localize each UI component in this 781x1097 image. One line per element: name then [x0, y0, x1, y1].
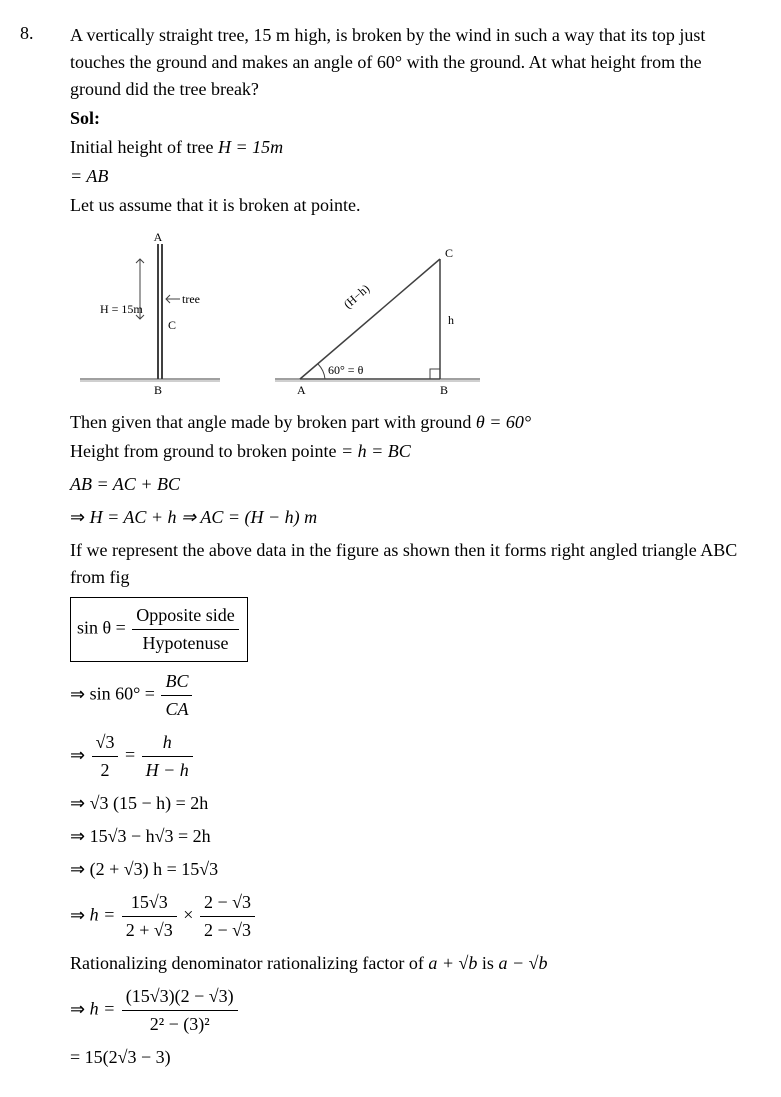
numerator: √3 [92, 729, 119, 757]
line-step3: (2 + √3) h = 15√3 [70, 856, 751, 883]
line-ab: = AB [70, 163, 751, 190]
line-ab-sum: AB = AC + BC [70, 471, 751, 498]
math: √3 (15 − h) = 2h [90, 793, 209, 813]
math: = h = BC [341, 441, 411, 461]
denominator: 2² − (3)² [122, 1011, 238, 1038]
denominator: Hypotenuse [132, 630, 239, 657]
math: = 15(2√3 − 3) [70, 1047, 171, 1067]
fraction: BC CA [161, 668, 192, 723]
line-represent: If we represent the above data in the fi… [70, 537, 751, 591]
math: 15√3 − h√3 = 2h [90, 826, 211, 846]
lhs-frac: √3 2 [92, 729, 119, 784]
line-assume: Let us assume that it is broken at point… [70, 192, 751, 219]
boxed-formula: sin θ = Opposite side Hypotenuse [70, 597, 751, 662]
mid: is [482, 953, 499, 973]
question-row: 8. A vertically straight tree, 15 m high… [20, 20, 751, 1077]
line-theta: Then given that angle made by broken par… [70, 409, 751, 436]
frac2: 2 − √3 2 − √3 [200, 889, 255, 944]
label-A: A [297, 383, 306, 397]
lhs: sin 60° = [90, 684, 155, 704]
math: θ = 60° [476, 412, 531, 432]
line-rationalizing-note: Rationalizing denominator rationalizing … [70, 950, 751, 977]
text: Then given that angle made by broken par… [70, 412, 476, 432]
label-H: H = 15m [100, 302, 143, 316]
eq: = [125, 745, 135, 765]
numerator: h [163, 732, 172, 752]
denominator: 2 − √3 [200, 917, 255, 944]
label-C: C [168, 318, 176, 332]
label-h: h [448, 313, 454, 327]
label-tree: tree [182, 292, 200, 306]
math: = AB [70, 166, 108, 186]
fraction: Opposite side Hypotenuse [132, 602, 239, 657]
lhs: h = [90, 905, 116, 925]
line-h-ac: H = AC + h ⇒ AC = (H − h) m [70, 504, 751, 531]
frac1: 15√3 2 + √3 [122, 889, 177, 944]
denominator: 2 + √3 [122, 917, 177, 944]
question-text: A vertically straight tree, 15 m high, i… [70, 22, 751, 103]
figure-triangle-icon: A B C (H−h) h 60° = θ [270, 229, 490, 399]
text: Initial height of tree [70, 137, 218, 157]
line-step1: √3 (15 − h) = 2h [70, 790, 751, 817]
numerator: (15√3)(2 − √3) [122, 983, 238, 1011]
text: Height from ground to broken pointe [70, 441, 341, 461]
content-column: A vertically straight tree, 15 m high, i… [70, 20, 751, 1077]
line-step2: 15√3 − h√3 = 2h [70, 823, 751, 850]
question-number: 8. [20, 20, 70, 47]
line-result: = 15(2√3 − 3) [70, 1044, 751, 1071]
line-initial-height: Initial height of tree H = 15m [70, 134, 751, 161]
label-angle: 60° = θ [328, 363, 364, 377]
text: Rationalizing denominator rationalizing … [70, 953, 428, 973]
line-height-bc: Height from ground to broken pointe = h … [70, 438, 751, 465]
line-sin60: sin 60° = BC CA [70, 668, 751, 723]
sol-label: Sol: [70, 105, 751, 132]
label-C: C [445, 246, 453, 260]
math: (2 + √3) h = 15√3 [90, 859, 219, 879]
math1: a + √b [428, 953, 477, 973]
lhs: sin θ = [77, 618, 126, 638]
numerator: Opposite side [132, 602, 239, 630]
label-B: B [154, 383, 162, 397]
fraction: (15√3)(2 − √3) 2² − (3)² [122, 983, 238, 1038]
math2: a − √b [498, 953, 547, 973]
figure-tree-icon: A B C tree H = 15m [70, 229, 230, 399]
math: AB = AC + BC [70, 474, 180, 494]
denominator: H − h [146, 760, 189, 780]
label-A: A [154, 230, 163, 244]
line-h-rationalize: h = 15√3 2 + √3 × 2 − √3 2 − √3 [70, 889, 751, 944]
math: H = 15m [218, 137, 283, 157]
lhs: h = [90, 999, 116, 1019]
rhs-frac: h H − h [142, 729, 193, 784]
times: × [183, 905, 193, 925]
label-hyp: (H−h) [341, 281, 372, 311]
math: H = AC + h ⇒ AC = (H − h) m [90, 507, 318, 527]
numerator: 15√3 [122, 889, 177, 917]
numerator: 2 − √3 [200, 889, 255, 917]
figures: A B C tree H = 15m A B [70, 229, 751, 399]
denominator: CA [165, 699, 188, 719]
line-frac-eq: √3 2 = h H − h [70, 729, 751, 784]
label-B: B [440, 383, 448, 397]
denominator: 2 [92, 757, 119, 784]
line-h-final-frac: h = (15√3)(2 − √3) 2² − (3)² [70, 983, 751, 1038]
numerator: BC [165, 671, 188, 691]
